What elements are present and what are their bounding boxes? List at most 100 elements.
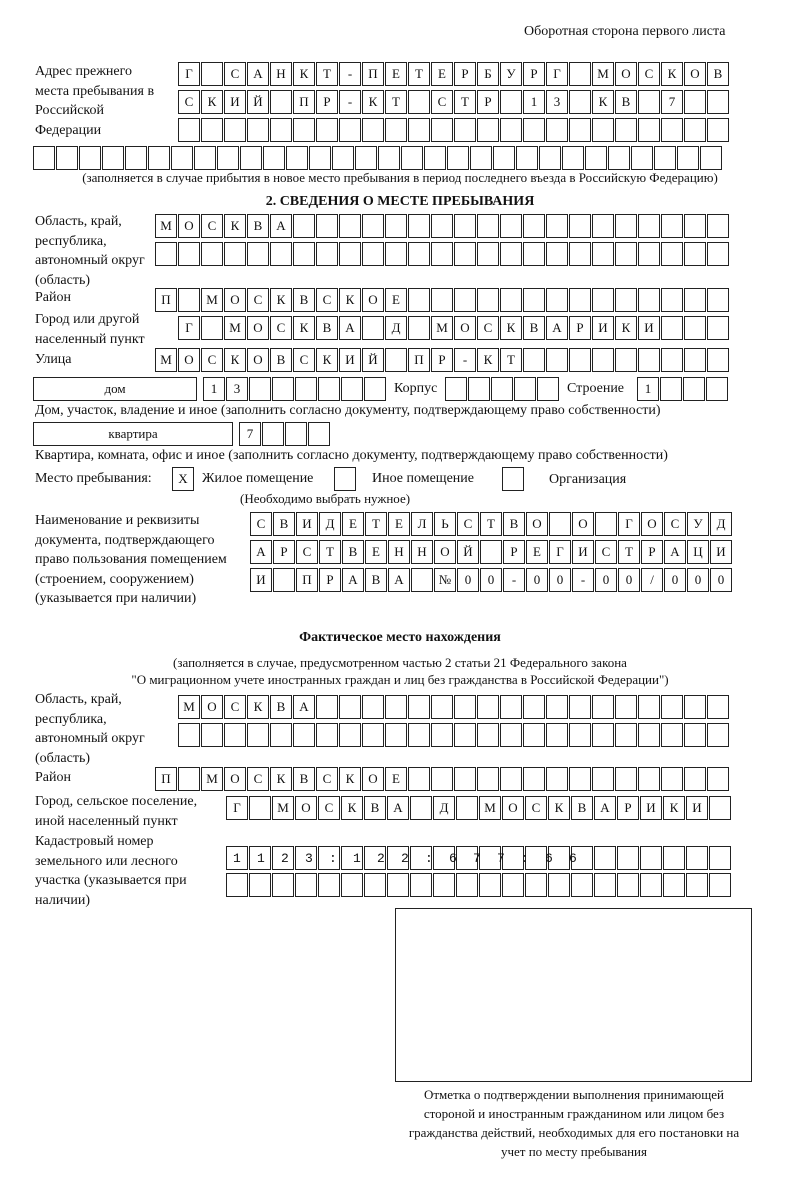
char-cell[interactable] xyxy=(594,873,616,897)
char-cell[interactable]: Р xyxy=(273,540,295,564)
char-cell[interactable] xyxy=(546,348,568,372)
char-cell[interactable] xyxy=(295,873,317,897)
char-cell[interactable] xyxy=(477,242,499,266)
char-cell[interactable] xyxy=(408,723,430,747)
char-cell[interactable] xyxy=(171,146,193,170)
char-cell[interactable] xyxy=(546,214,568,238)
char-cell[interactable]: О xyxy=(224,288,246,312)
char-cell[interactable] xyxy=(617,846,639,870)
char-cell[interactable]: П xyxy=(155,767,177,791)
house-type-field[interactable]: дом xyxy=(33,377,197,401)
char-cell[interactable] xyxy=(362,695,384,719)
char-cell[interactable] xyxy=(707,348,729,372)
char-cell[interactable] xyxy=(615,242,637,266)
char-cell[interactable] xyxy=(270,723,292,747)
char-cell[interactable] xyxy=(585,146,607,170)
char-cell[interactable]: О xyxy=(454,316,476,340)
char-cell[interactable]: К xyxy=(270,767,292,791)
char-cell[interactable]: В xyxy=(365,568,387,592)
char-cell[interactable]: - xyxy=(339,62,361,86)
char-cell[interactable]: С xyxy=(178,90,200,114)
char-cell[interactable]: А xyxy=(293,695,315,719)
char-cell[interactable] xyxy=(431,242,453,266)
char-cell[interactable]: А xyxy=(546,316,568,340)
char-cell[interactable]: Р xyxy=(523,62,545,86)
char-cell[interactable]: К xyxy=(341,796,363,820)
char-cell[interactable]: С xyxy=(664,512,686,536)
char-cell[interactable] xyxy=(684,242,706,266)
char-cell[interactable] xyxy=(523,723,545,747)
char-cell[interactable] xyxy=(364,377,386,401)
char-cell[interactable] xyxy=(316,723,338,747)
char-cell[interactable]: А xyxy=(664,540,686,564)
char-cell[interactable]: С xyxy=(224,62,246,86)
char-cell[interactable] xyxy=(408,767,430,791)
char-cell[interactable]: С xyxy=(457,512,479,536)
char-cell[interactable]: И xyxy=(339,348,361,372)
char-cell[interactable]: К xyxy=(548,796,570,820)
char-cell[interactable]: В xyxy=(270,348,292,372)
char-cell[interactable] xyxy=(364,846,386,870)
char-cell[interactable] xyxy=(479,873,501,897)
char-cell[interactable]: Ь xyxy=(434,512,456,536)
char-cell[interactable] xyxy=(316,214,338,238)
char-cell[interactable] xyxy=(654,146,676,170)
char-cell[interactable] xyxy=(684,723,706,747)
char-cell[interactable] xyxy=(592,214,614,238)
char-cell[interactable]: В xyxy=(571,796,593,820)
char-cell[interactable]: Р xyxy=(316,90,338,114)
char-cell[interactable] xyxy=(408,316,430,340)
char-cell[interactable] xyxy=(309,146,331,170)
char-cell[interactable] xyxy=(477,214,499,238)
char-cell[interactable] xyxy=(408,288,430,312)
char-cell[interactable] xyxy=(477,288,499,312)
char-cell[interactable] xyxy=(707,118,729,142)
char-cell[interactable] xyxy=(318,846,340,870)
char-cell[interactable]: Е xyxy=(385,62,407,86)
char-cell[interactable] xyxy=(500,695,522,719)
char-cell[interactable] xyxy=(523,214,545,238)
char-cell[interactable] xyxy=(684,118,706,142)
char-cell[interactable] xyxy=(270,242,292,266)
char-cell[interactable]: К xyxy=(661,62,683,86)
char-cell[interactable] xyxy=(707,723,729,747)
char-cell[interactable]: С xyxy=(201,348,223,372)
char-cell[interactable] xyxy=(262,422,284,446)
char-cell[interactable] xyxy=(638,348,660,372)
char-cell[interactable] xyxy=(493,146,515,170)
char-cell[interactable] xyxy=(33,146,55,170)
option-other-checkbox[interactable] xyxy=(334,467,356,491)
char-cell[interactable] xyxy=(247,723,269,747)
char-cell[interactable] xyxy=(477,723,499,747)
char-cell[interactable]: Е xyxy=(342,512,364,536)
char-cell[interactable] xyxy=(341,377,363,401)
char-cell[interactable] xyxy=(661,242,683,266)
char-cell[interactable]: П xyxy=(293,90,315,114)
char-cell[interactable] xyxy=(477,118,499,142)
char-cell[interactable]: 0 xyxy=(595,568,617,592)
char-cell[interactable] xyxy=(546,242,568,266)
char-cell[interactable]: Т xyxy=(385,90,407,114)
char-cell[interactable]: 0 xyxy=(549,568,571,592)
char-cell[interactable]: Т xyxy=(319,540,341,564)
char-cell[interactable]: С xyxy=(201,214,223,238)
char-cell[interactable] xyxy=(224,242,246,266)
char-cell[interactable]: Т xyxy=(500,348,522,372)
char-cell[interactable]: - xyxy=(503,568,525,592)
char-cell[interactable] xyxy=(707,90,729,114)
char-cell[interactable] xyxy=(546,288,568,312)
char-cell[interactable] xyxy=(431,723,453,747)
char-cell[interactable]: М xyxy=(201,288,223,312)
char-cell[interactable] xyxy=(293,118,315,142)
char-cell[interactable] xyxy=(523,288,545,312)
char-cell[interactable]: С xyxy=(250,512,272,536)
char-cell[interactable]: С xyxy=(296,540,318,564)
char-cell[interactable] xyxy=(155,242,177,266)
char-cell[interactable]: Р xyxy=(641,540,663,564)
char-cell[interactable] xyxy=(661,214,683,238)
char-cell[interactable] xyxy=(537,377,559,401)
char-cell[interactable]: Ц xyxy=(687,540,709,564)
char-cell[interactable] xyxy=(125,146,147,170)
char-cell[interactable]: К xyxy=(270,288,292,312)
char-cell[interactable]: В xyxy=(707,62,729,86)
